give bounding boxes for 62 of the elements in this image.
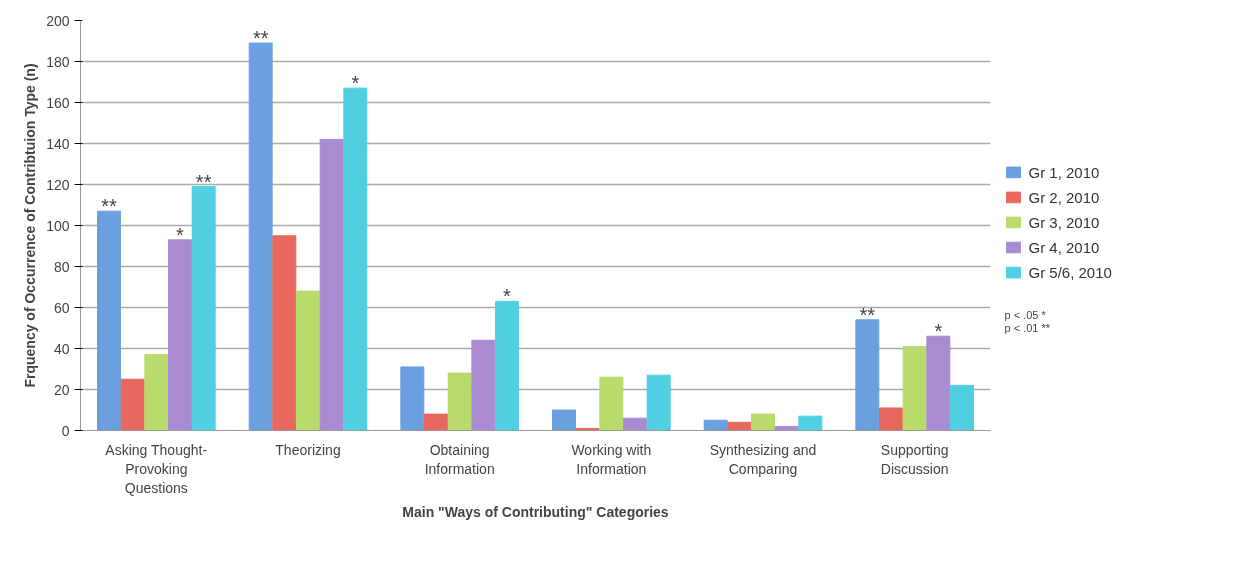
legend-label: Gr 5/6, 2010 (1028, 264, 1112, 282)
x-axis-title: Main "Ways of Contributing" Categories (402, 503, 669, 520)
y-tick-label: 60 (53, 299, 70, 316)
data-label: ** (859, 303, 876, 326)
x-tick-label: Asking Thought-Provoking Questions (105, 441, 208, 496)
x-tick-label: Synthesizing and Comparing (709, 441, 817, 477)
y-tick-label: 180 (46, 53, 70, 70)
x-tick-label: Supporting Discussion (880, 441, 949, 477)
legend-label: Gr 2, 2010 (1028, 188, 1100, 206)
bar (646, 374, 671, 431)
data-label: ** (252, 27, 269, 50)
text: p < .05 * (1004, 308, 1047, 321)
text: p < .01 ** (1004, 321, 1051, 334)
bar (623, 417, 647, 431)
y-tick-label: 80 (53, 258, 70, 275)
bar (319, 138, 344, 431)
data-label: * (934, 320, 943, 343)
y-tick-label: 40 (53, 340, 70, 357)
y-tick-label: 160 (46, 94, 70, 111)
bar (703, 419, 728, 431)
bar (950, 384, 974, 431)
y-tick-label: 200 (46, 12, 70, 29)
bar (272, 235, 297, 431)
y-tick-label: 20 (53, 381, 70, 398)
x-tick-label: Working with Information (571, 441, 652, 477)
bar (120, 378, 145, 431)
data-label: ** (195, 170, 212, 193)
bar (902, 345, 927, 431)
y-tick-label: 100 (46, 217, 70, 234)
bar (144, 354, 169, 431)
x-tick-label: Theorizing (275, 441, 341, 458)
bar (599, 376, 624, 431)
bar (879, 407, 903, 431)
bar (552, 409, 576, 431)
bar (926, 335, 951, 431)
bar (248, 42, 273, 431)
y-tick-label: 140 (46, 135, 70, 152)
bar (168, 239, 192, 431)
bar (855, 319, 880, 431)
bar (495, 300, 519, 431)
data-label: ** (101, 195, 118, 218)
bar (447, 372, 472, 431)
bar (191, 186, 216, 431)
bar (343, 87, 368, 431)
bar (751, 413, 775, 431)
legend-label: Gr 4, 2010 (1028, 239, 1100, 257)
bar (424, 413, 448, 431)
bar (296, 290, 320, 431)
legend-label: Gr 3, 2010 (1028, 213, 1100, 231)
data-label: * (176, 223, 185, 246)
legend-label: Gr 1, 2010 (1028, 163, 1100, 181)
y-tick-label: 0 (61, 422, 70, 439)
bar (471, 339, 496, 431)
bar (798, 415, 823, 431)
bar (97, 210, 121, 431)
data-label: * (351, 72, 360, 95)
y-tick-label: 120 (46, 176, 70, 193)
x-tick-label: Obtaining Information (424, 441, 495, 477)
data-label: * (503, 285, 512, 308)
bar (400, 366, 425, 431)
y-axis-title: Frquency of Occurrence of Contribtuion Type (n) (22, 63, 39, 388)
bar (727, 421, 752, 431)
